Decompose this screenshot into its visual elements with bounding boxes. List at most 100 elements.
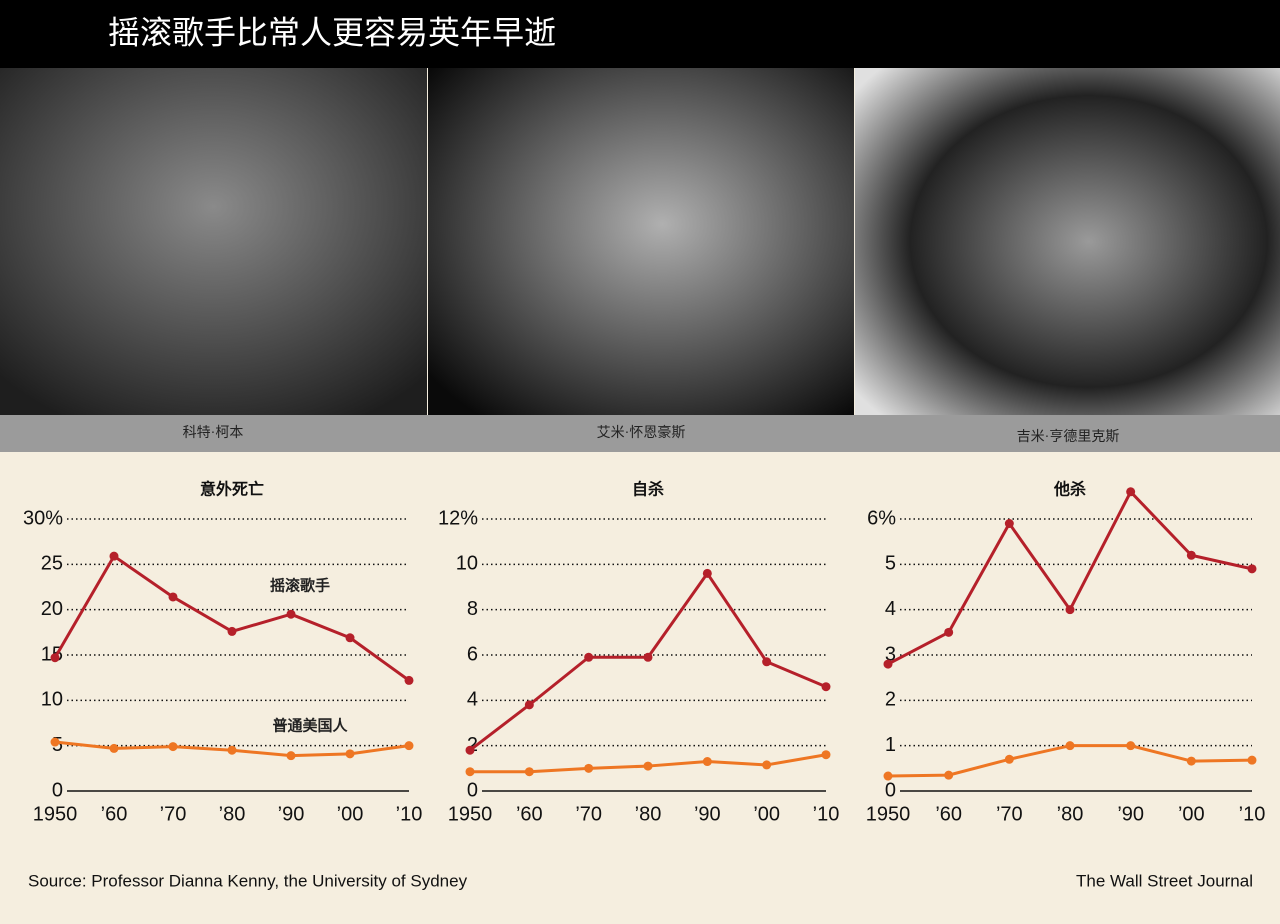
x-tick-label: ’00 bbox=[753, 803, 780, 825]
data-point bbox=[702, 757, 712, 767]
y-tick-label: 8 bbox=[467, 598, 478, 620]
y-tick-label: 20 bbox=[41, 598, 63, 620]
data-point bbox=[50, 737, 60, 747]
data-point bbox=[883, 771, 893, 781]
header-bar bbox=[0, 0, 1280, 68]
x-tick-label: ’60 bbox=[935, 803, 962, 825]
data-point bbox=[286, 751, 296, 761]
x-tick-label: ’70 bbox=[160, 803, 187, 825]
data-point bbox=[584, 652, 594, 662]
data-point bbox=[584, 763, 594, 773]
y-tick-label: 6% bbox=[867, 507, 896, 529]
y-tick-label: 2 bbox=[467, 734, 478, 756]
x-tick-label: ’70 bbox=[996, 803, 1023, 825]
data-point bbox=[109, 743, 119, 753]
data-point bbox=[465, 767, 475, 777]
data-point bbox=[1065, 741, 1075, 751]
chart-title: 他杀 bbox=[1053, 480, 1086, 499]
series-line bbox=[469, 571, 827, 752]
y-tick-label: 0 bbox=[52, 779, 63, 801]
data-point bbox=[1126, 487, 1136, 497]
series-line bbox=[53, 554, 410, 682]
photo-caption: 吉米·亨德里克斯 bbox=[1017, 428, 1120, 445]
data-point bbox=[643, 761, 653, 771]
x-tick-label: ’00 bbox=[337, 803, 364, 825]
data-point bbox=[762, 657, 772, 667]
x-tick-label: ’10 bbox=[1239, 803, 1266, 825]
credit: The Wall Street Journal bbox=[1076, 871, 1253, 890]
data-point bbox=[50, 653, 60, 663]
y-tick-label: 2 bbox=[885, 689, 896, 711]
y-tick-label: 4 bbox=[467, 689, 478, 711]
data-point bbox=[762, 760, 772, 770]
x-tick-label: ’60 bbox=[516, 803, 543, 825]
y-tick-label: 10 bbox=[41, 689, 63, 711]
data-point bbox=[227, 626, 237, 636]
x-tick-label: ’10 bbox=[813, 803, 840, 825]
y-tick-label: 1 bbox=[885, 734, 896, 756]
data-point bbox=[404, 741, 414, 751]
x-tick-label: ’90 bbox=[1117, 803, 1144, 825]
data-point bbox=[524, 700, 534, 710]
data-point bbox=[821, 682, 831, 692]
data-point bbox=[168, 742, 178, 752]
y-tick-label: 3 bbox=[885, 643, 896, 665]
series-line bbox=[887, 744, 1253, 778]
y-tick-label: 30% bbox=[23, 507, 63, 529]
y-tick-label: 0 bbox=[885, 779, 896, 801]
data-point bbox=[944, 627, 954, 637]
y-tick-label: 6 bbox=[467, 643, 478, 665]
data-point bbox=[702, 568, 712, 578]
data-point bbox=[404, 675, 414, 685]
series-line bbox=[887, 490, 1253, 666]
x-tick-label: ’80 bbox=[635, 803, 662, 825]
x-tick-label: ’90 bbox=[278, 803, 305, 825]
series-label: 普通美国人 bbox=[272, 716, 348, 734]
data-point bbox=[1004, 754, 1014, 764]
data-point bbox=[286, 609, 296, 619]
y-tick-label: 4 bbox=[885, 598, 896, 620]
y-tick-label: 25 bbox=[41, 553, 63, 575]
chart-title: 自杀 bbox=[632, 480, 664, 499]
x-tick-label: ’80 bbox=[219, 803, 246, 825]
photo bbox=[428, 68, 854, 415]
page-title: 摇滚歌手比常人更容易英年早逝 bbox=[108, 14, 556, 50]
data-point bbox=[944, 770, 954, 780]
x-tick-label: 1950 bbox=[33, 803, 78, 825]
y-tick-label: 10 bbox=[456, 553, 478, 575]
x-tick-label: ’10 bbox=[396, 803, 423, 825]
data-point bbox=[524, 767, 534, 777]
data-point bbox=[1247, 755, 1257, 765]
data-point bbox=[1126, 741, 1136, 751]
x-tick-label: ’80 bbox=[1057, 803, 1084, 825]
data-point bbox=[643, 652, 653, 662]
x-tick-label: 1950 bbox=[448, 803, 493, 825]
data-point bbox=[109, 551, 119, 561]
y-tick-label: 5 bbox=[885, 553, 896, 575]
photo bbox=[0, 68, 427, 415]
photo-caption: 艾米·怀恩豪斯 bbox=[597, 425, 686, 441]
y-tick-label: 0 bbox=[467, 779, 478, 801]
x-tick-label: ’00 bbox=[1178, 803, 1205, 825]
data-point bbox=[345, 749, 355, 759]
data-point bbox=[227, 745, 237, 755]
x-tick-label: ’60 bbox=[101, 803, 128, 825]
photo-caption: 科特·柯本 bbox=[183, 425, 244, 441]
x-tick-label: 1950 bbox=[866, 803, 911, 825]
data-point bbox=[1186, 756, 1196, 766]
y-tick-label: 12% bbox=[438, 507, 478, 529]
chart-title: 意外死亡 bbox=[200, 480, 264, 499]
caption-bar bbox=[0, 415, 1280, 452]
data-point bbox=[1004, 519, 1014, 529]
photo bbox=[855, 68, 1280, 415]
data-point bbox=[1247, 564, 1257, 574]
data-point bbox=[821, 750, 831, 760]
series-label: 摇滚歌手 bbox=[270, 576, 330, 594]
x-tick-label: ’70 bbox=[575, 803, 602, 825]
data-point bbox=[168, 592, 178, 602]
y-tick-label: 15 bbox=[41, 643, 63, 665]
source: Source: Professor Dianna Kenny, the Univ… bbox=[28, 871, 468, 890]
x-tick-label: ’90 bbox=[694, 803, 721, 825]
data-point bbox=[1065, 605, 1075, 615]
